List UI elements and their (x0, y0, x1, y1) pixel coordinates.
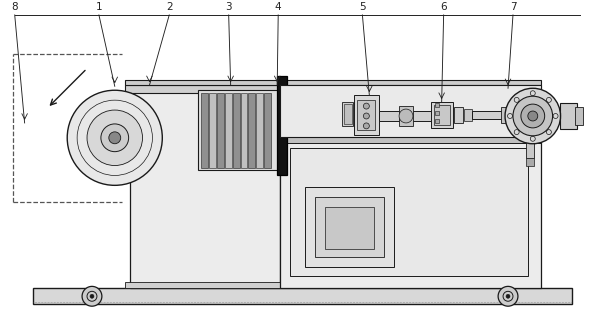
Bar (122, 127, 130, 133)
Circle shape (364, 113, 370, 119)
Bar (290, 148, 528, 276)
Bar (454, 107, 463, 123)
Bar (435, 103, 439, 107)
Bar (130, 123, 143, 153)
Bar (464, 109, 472, 121)
Bar (435, 111, 439, 115)
Bar (125, 85, 285, 93)
Bar (131, 139, 142, 143)
Circle shape (364, 123, 370, 129)
Circle shape (101, 124, 128, 152)
Bar (131, 146, 142, 150)
Bar (305, 187, 394, 267)
Bar (256, 93, 263, 168)
Text: 7: 7 (509, 2, 516, 12)
Bar (122, 144, 130, 150)
Bar (248, 93, 256, 168)
Bar (198, 90, 278, 170)
Bar (125, 282, 285, 289)
Bar (122, 119, 130, 125)
Text: 2: 2 (166, 2, 173, 12)
Circle shape (67, 90, 163, 185)
Bar (341, 102, 353, 126)
Bar (379, 111, 434, 121)
Circle shape (528, 111, 538, 121)
Bar (280, 137, 541, 143)
Text: 3: 3 (226, 2, 232, 12)
Bar (122, 111, 130, 117)
Circle shape (109, 132, 121, 144)
Bar (125, 80, 541, 85)
Bar (575, 107, 583, 125)
Bar (435, 119, 439, 123)
Bar (201, 93, 208, 168)
Circle shape (364, 103, 370, 109)
Bar (122, 152, 130, 157)
Circle shape (513, 96, 553, 136)
Bar (315, 197, 384, 257)
Circle shape (521, 104, 545, 128)
Text: 4: 4 (275, 2, 281, 12)
Bar (209, 93, 216, 168)
Bar (472, 111, 502, 119)
Circle shape (498, 286, 518, 306)
Bar (225, 93, 232, 168)
Bar (241, 93, 247, 168)
Bar (325, 207, 374, 249)
Bar (265, 93, 271, 168)
Circle shape (82, 286, 102, 306)
Text: 1: 1 (95, 2, 102, 12)
Bar (280, 85, 541, 137)
Bar (501, 107, 509, 123)
Bar (399, 106, 413, 126)
Bar (217, 93, 224, 168)
Circle shape (506, 294, 510, 298)
Bar (434, 105, 449, 125)
Bar (233, 93, 239, 168)
Bar (131, 124, 142, 128)
Circle shape (90, 294, 94, 298)
Bar (280, 85, 541, 93)
Bar (526, 138, 534, 157)
Bar (358, 100, 375, 130)
Text: 6: 6 (440, 2, 447, 12)
Circle shape (87, 110, 142, 166)
Bar (560, 103, 577, 129)
Bar (130, 153, 143, 160)
Bar (131, 131, 142, 135)
Bar (355, 95, 379, 135)
Bar (130, 116, 143, 123)
Bar (526, 157, 534, 166)
Bar (277, 76, 287, 175)
Bar (130, 90, 280, 289)
Bar (280, 90, 541, 289)
Bar (431, 102, 452, 128)
Bar (122, 160, 130, 166)
Bar (32, 289, 572, 304)
Text: 5: 5 (359, 2, 366, 12)
Bar (122, 136, 130, 142)
Bar (344, 104, 352, 124)
Circle shape (399, 109, 413, 123)
Text: 8: 8 (11, 2, 18, 12)
Circle shape (505, 88, 560, 144)
